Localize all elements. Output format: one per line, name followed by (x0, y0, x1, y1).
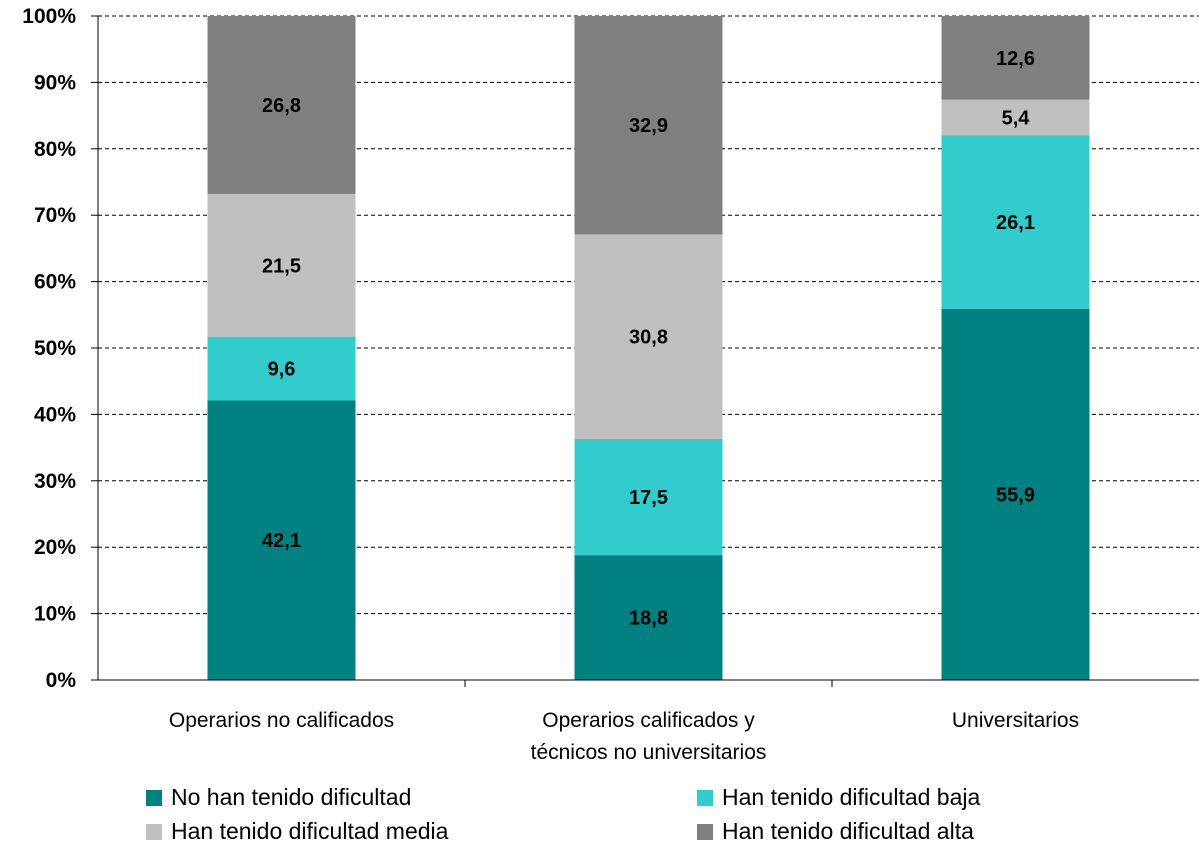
y-tick-label: 100% (22, 5, 76, 28)
data-label: 18,8 (629, 608, 668, 630)
x-tick-label: Operarios no calificados (169, 709, 394, 732)
data-label: 55,9 (996, 484, 1035, 506)
bar-segment (207, 400, 356, 680)
data-label: 12,6 (996, 48, 1035, 70)
x-tick-label: Operarios calificados y (542, 709, 755, 732)
data-label: 21,5 (262, 255, 301, 277)
data-label: 42,1 (262, 530, 301, 552)
y-tick-label: 60% (34, 271, 76, 294)
y-tick-label: 30% (34, 470, 76, 493)
axes (91, 15, 1199, 687)
bar-segment (207, 336, 356, 401)
x-axis-ticks: Operarios no calificados Operarios califi… (169, 709, 1079, 764)
bar-segment (574, 16, 723, 235)
data-label: 9,6 (268, 359, 296, 381)
data-label: 5,4 (1002, 108, 1031, 130)
bar-segment (574, 555, 723, 680)
y-tick-label: 80% (34, 138, 76, 161)
data-label: 17,5 (629, 487, 668, 509)
y-tick-label: 20% (34, 536, 76, 559)
bar-segment (941, 16, 1090, 100)
bar-segment (941, 135, 1090, 309)
y-tick-label: 70% (34, 204, 76, 227)
data-label: 26,1 (996, 212, 1035, 234)
bar-segment (207, 16, 356, 194)
bar-segment (941, 308, 1090, 680)
y-tick-label: 40% (34, 403, 76, 426)
x-tick-label: técnicos no universitarios (531, 741, 767, 764)
bar-segment (941, 99, 1090, 136)
y-tick-label: 10% (34, 603, 76, 626)
x-tick-label: Universitarios (952, 709, 1079, 732)
bar-segment (207, 193, 356, 337)
y-tick-label: 90% (34, 71, 76, 94)
data-label: 30,8 (629, 327, 668, 349)
y-tick-label: 50% (34, 337, 76, 360)
y-axis-ticks: 0% 10% 20% 30% 40% 50% 60% 70% 80% 90% 100% (22, 5, 76, 692)
data-label: 26,8 (262, 95, 301, 117)
y-tick-label: 0% (46, 669, 77, 692)
bar-segment (574, 234, 723, 439)
data-labels: 42,1 9,6 21,5 26,8 18,8 17,5 30,8 32,9 55,9 26,1 5… (262, 48, 1035, 630)
data-label: 32,9 (629, 115, 668, 137)
bar-segment (574, 438, 723, 556)
bars (207, 16, 1090, 680)
